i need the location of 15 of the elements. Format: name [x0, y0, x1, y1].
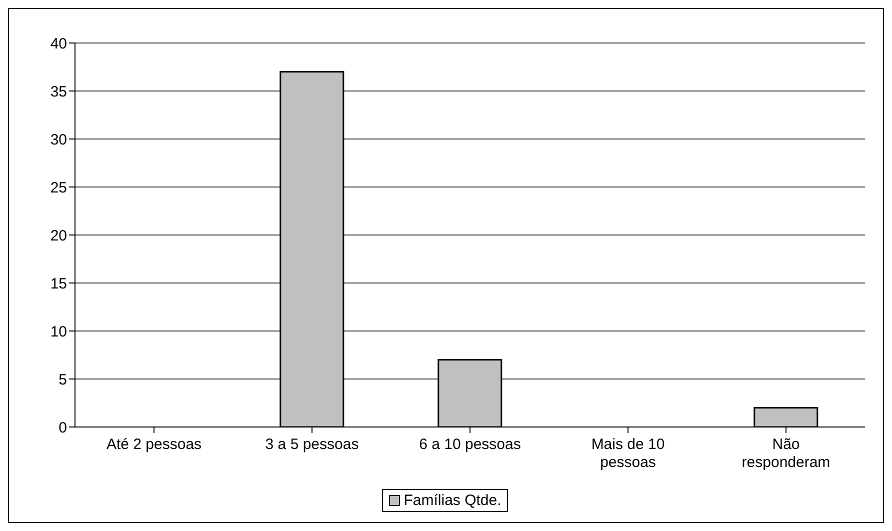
x-tick-label: 6 a 10 pessoas [419, 436, 521, 453]
y-tick-label: 40 [50, 35, 67, 52]
y-tick-label: 15 [50, 275, 67, 292]
x-tick-label: Até 2 pessoas [106, 436, 202, 453]
x-tick-label: 3 a 5 pessoas [265, 436, 359, 453]
y-tick-label: 5 [58, 371, 67, 388]
y-tick-label: 10 [50, 323, 67, 340]
y-tick-label: 0 [58, 419, 67, 436]
y-tick-label: 20 [50, 227, 67, 244]
x-tick-label: Não responderam [742, 436, 830, 471]
y-tick-label: 35 [50, 83, 67, 100]
legend-label: Famílias Qtde. [404, 492, 502, 509]
y-tick-label: 25 [50, 179, 67, 196]
x-tick-label: Mais de 10 pessoas [591, 436, 665, 471]
y-tick-label: 30 [50, 131, 67, 148]
